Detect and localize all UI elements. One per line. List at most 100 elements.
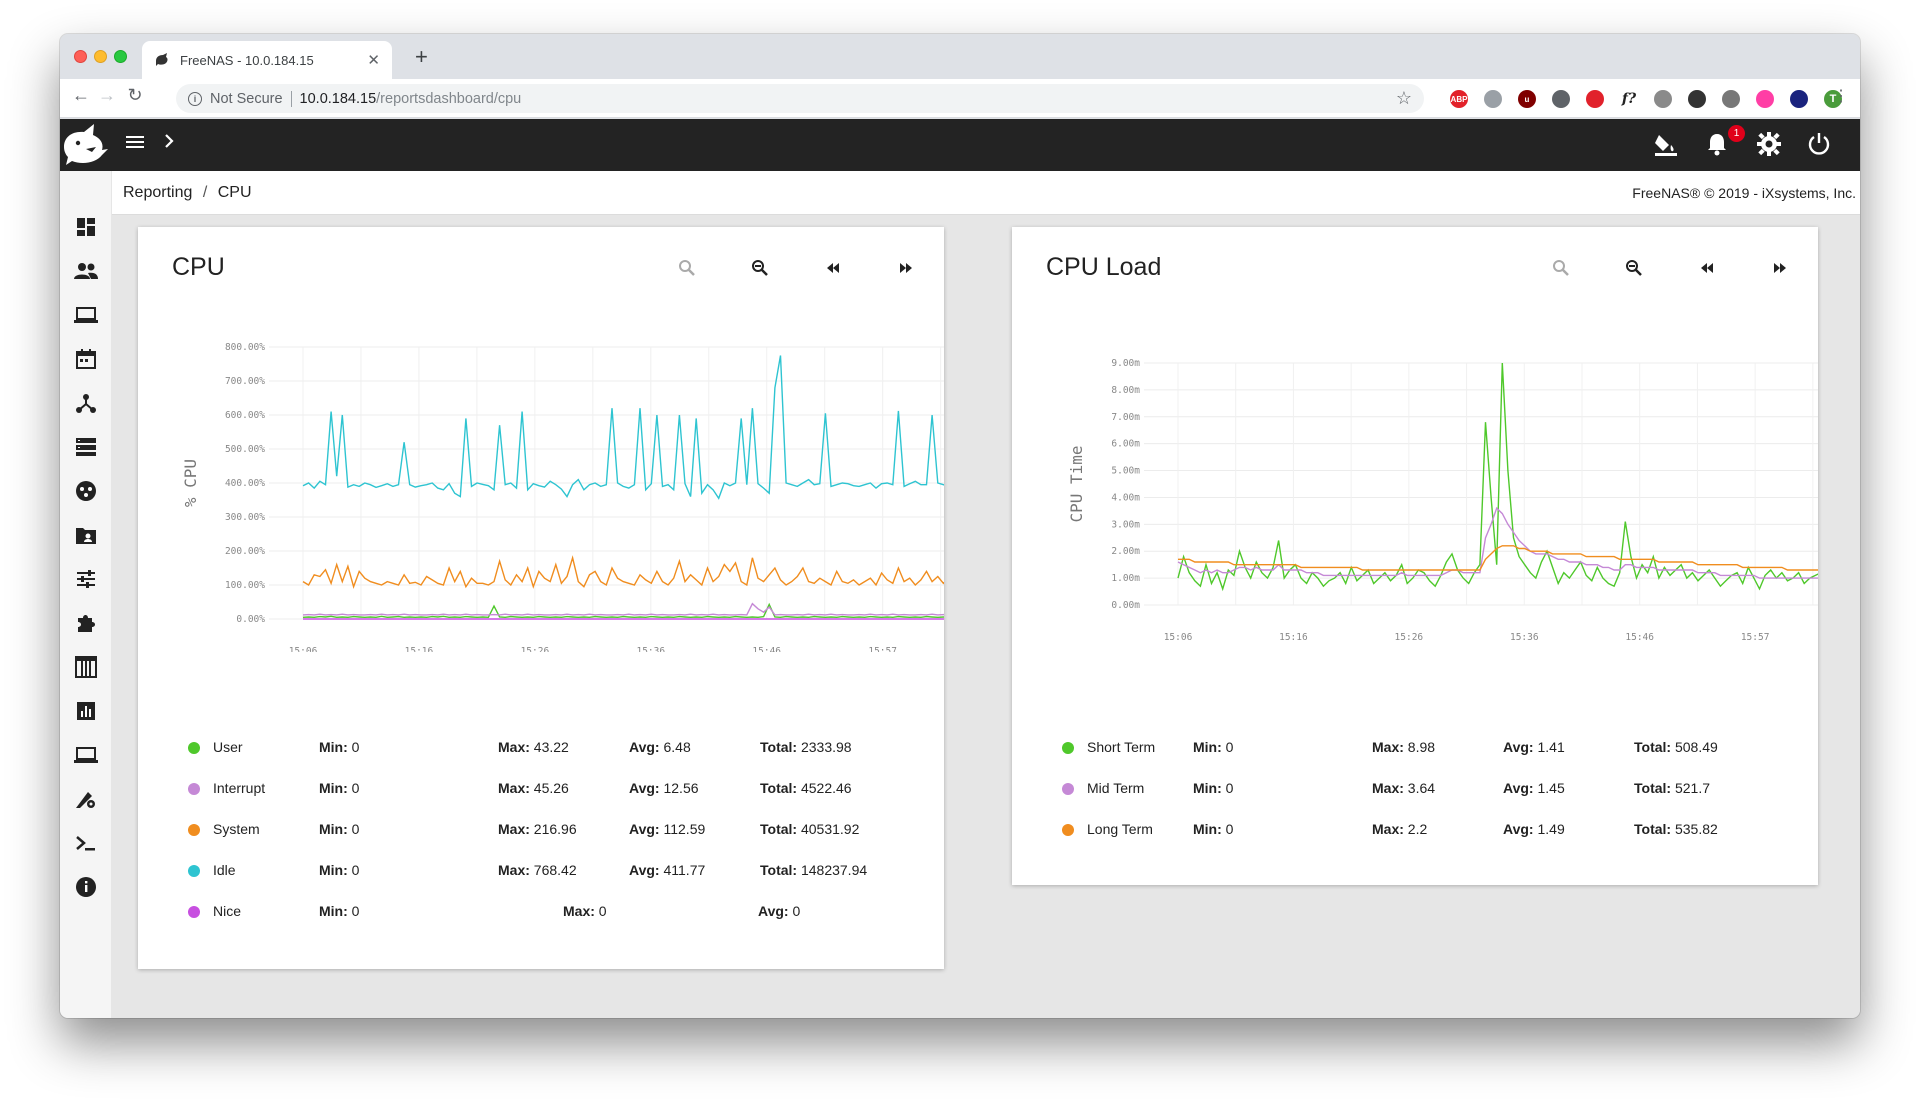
tasks-calendar-icon[interactable] [73,346,99,372]
y-tick-label: 700.00% [225,376,265,387]
x-tick-label: 15:57 [868,646,897,652]
reporting-chart-icon[interactable] [73,698,99,724]
legend-stat-min: Min: 0 [319,862,360,878]
new-tab-button[interactable]: + [415,44,428,69]
tab-title: FreeNAS - 10.0.184.15 [180,52,314,68]
chevron-right-icon[interactable] [160,130,180,158]
step-forward-icon[interactable] [896,259,916,279]
cpu-load-report-card: CPU Load 0.00m 1.00m 2.00m 3.00m 4.00m 5.00m 6… [1012,227,1818,885]
legend-stat-min: Min: 0 [319,739,360,755]
adblock-plus-icon[interactable]: ABP [1450,90,1468,108]
x-tick-label: 15:06 [1164,632,1193,643]
guide-info-icon[interactable] [73,874,99,900]
download-arrow-icon[interactable] [1484,90,1502,108]
reload-icon[interactable]: ↻ [127,85,143,105]
ublock-icon[interactable]: u [1518,90,1536,108]
legend-stat-max: Max: 8.98 [1372,739,1436,755]
card-title: CPU Load [1046,253,1162,281]
zoom-in-icon[interactable] [1551,259,1571,279]
legend-stat-avg: Avg: 0 [758,903,801,919]
series-line-short-term [1177,362,1818,592]
close-window-button[interactable] [74,50,87,63]
extension-square-icon[interactable] [1722,90,1740,108]
copyright-text: FreeNAS® © 2019 - iXsystems, Inc. [1632,185,1856,201]
hamburger-menu-icon[interactable] [124,131,146,159]
settings-gear-icon[interactable] [1756,131,1782,163]
step-back-icon[interactable] [823,259,843,279]
legend-color-dot [1062,742,1074,754]
legend-stat-max: Max: 3.64 [1372,780,1436,796]
legend-stat-min: Min: 0 [1193,739,1234,755]
y-axis-label: % CPU [181,459,200,507]
legend-stat-avg: Avg: 1.41 [1503,739,1565,755]
legend-color-dot [188,824,200,836]
info-icon[interactable]: i [188,91,202,106]
display-system-processes-icon[interactable] [73,786,99,812]
address-bar[interactable]: i Not Secure 10.0.184.15/reportsdashboar… [176,84,1424,113]
breadcrumb-path: Reporting / CPU [123,184,252,202]
shell-terminal-icon[interactable] [73,830,99,856]
extension-dark-icon[interactable] [1790,90,1808,108]
x-tick-label: 15:26 [521,646,550,652]
extension-pink-icon[interactable] [1756,90,1774,108]
legend-stat-total: Total: 40531.92 [760,821,860,837]
red-circle-icon[interactable] [1586,90,1604,108]
legend-row: Idle Min: 0 Max: 768.42 Avg: 411.77 Total: 1… [188,862,928,882]
virtual-machines-icon[interactable] [73,742,99,768]
plugins-puzzle-icon[interactable] [73,610,99,636]
legend-series-name: Nice [213,903,242,919]
tab-close-icon[interactable]: ✕ [367,52,380,69]
profile-avatar-icon[interactable]: T [1824,90,1842,108]
y-tick-label: 7.00m [1111,412,1140,423]
legend-stat-avg: Avg: 1.45 [1503,780,1565,796]
legend-series-name: Interrupt [213,780,266,796]
breadcrumb-reporting-link[interactable]: Reporting [123,184,193,201]
function-icon[interactable]: f? [1621,91,1637,107]
legend-color-dot [188,742,200,754]
cpu-line-chart: 0.00% 100.00% 200.00% 300.00% 400.00% 500.00%… [181,342,944,652]
legend-row: Short Term Min: 0 Max: 8.98 Avg: 1.41 Total:… [1062,739,1802,759]
system-laptop-icon[interactable] [73,302,99,328]
download-circle-icon[interactable] [1552,90,1570,108]
legend-stat-total: Total: 521.7 [1634,780,1711,796]
network-icon[interactable] [73,390,99,416]
main-content: Reporting / CPU FreeNAS® © 2019 - iXsyst… [112,171,1860,1018]
extension-globe-icon[interactable] [1654,90,1672,108]
browser-tab[interactable]: FreeNAS - 10.0.184.15 ✕ [142,41,392,79]
legend-stat-min: Min: 0 [319,903,360,919]
power-icon[interactable] [1806,131,1832,163]
services-tune-icon[interactable] [73,566,99,592]
back-icon[interactable]: ← [72,85,90,105]
step-forward-icon[interactable] [1770,259,1790,279]
freenas-favicon-icon [156,53,168,66]
tab-strip: FreeNAS - 10.0.184.15 ✕ + [60,34,1860,79]
bookmark-star-icon[interactable]: ☆ [1395,88,1412,108]
series-line-mid-term [1177,506,1818,579]
accounts-users-icon[interactable] [73,258,99,284]
freenas-logo-icon[interactable] [60,119,112,171]
zoom-out-icon[interactable] [1624,259,1644,279]
forward-icon[interactable]: → [98,85,116,105]
x-tick-label: 15:46 [1625,632,1654,643]
storage-icon[interactable] [73,434,99,460]
maximize-window-button[interactable] [114,50,127,63]
minimize-window-button[interactable] [94,50,107,63]
x-tick-label: 15:36 [636,646,665,652]
step-back-icon[interactable] [1697,259,1717,279]
y-tick-label: 3.00m [1111,519,1140,530]
zoom-out-icon[interactable] [750,259,770,279]
zoom-in-icon[interactable] [677,259,697,279]
dashboard-icon[interactable] [73,214,99,240]
notifications-bell-icon[interactable] [1705,131,1729,163]
directory-services-icon[interactable] [73,478,99,504]
theme-paint-bucket-icon[interactable] [1653,131,1679,163]
legend-color-dot [1062,824,1074,836]
browser-menu-icon[interactable]: ⋮ [1833,88,1849,105]
sharing-folder-icon[interactable] [73,522,99,548]
jails-icon[interactable] [73,654,99,680]
url-host: 10.0.184.15 [299,90,377,107]
extension-mask-icon[interactable] [1688,90,1706,108]
y-tick-label: 1.00m [1111,573,1140,584]
legend-series-name: Long Term [1087,821,1153,837]
legend-color-dot [1062,783,1074,795]
